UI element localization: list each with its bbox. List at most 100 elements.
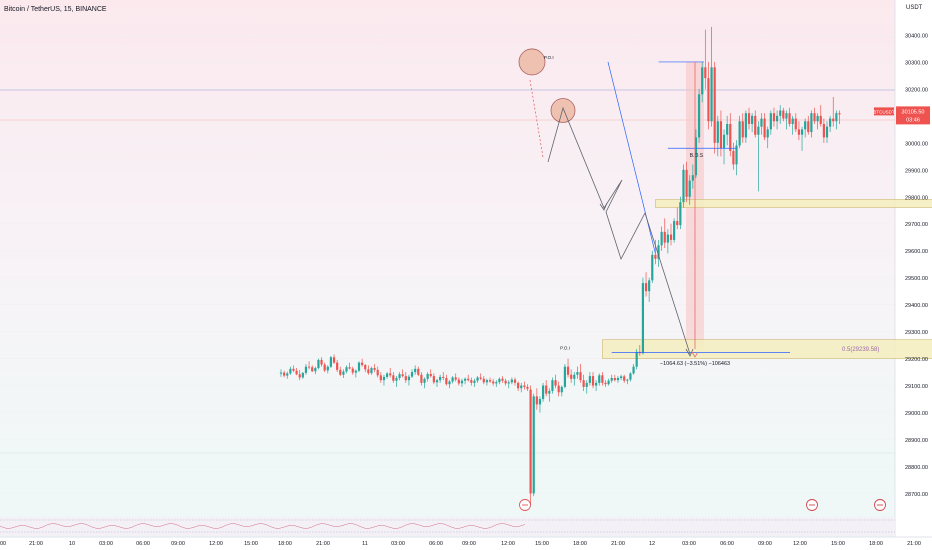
candle-body [585,382,588,387]
candle-body [507,382,510,384]
candle-body [807,121,810,133]
candle-body [707,78,710,122]
candle-body [829,118,832,127]
candle [610,374,613,383]
candle-body [735,145,738,165]
candle-body [392,375,395,381]
candle [364,363,367,373]
candle [523,381,526,390]
candle-body [741,121,744,138]
candle-body [510,379,513,383]
candle [707,61,710,130]
candle-body [295,370,298,375]
candle [832,96,835,127]
candle-body [401,374,404,377]
candle [595,380,598,391]
candle [526,384,529,391]
candle-body [445,378,448,385]
candle-body [532,396,535,494]
symbol-badge [874,107,894,116]
candle [435,378,439,387]
candles [279,26,841,505]
candle-body [651,254,654,281]
time-tick-label: 09:00 [758,541,772,547]
time-tick-label: 06:00 [136,541,150,547]
rsi-indicator [0,517,895,536]
candle [601,372,604,386]
candle-body [351,368,354,373]
arrow-head [685,348,694,357]
candle [283,370,286,378]
candle-body [660,231,663,246]
candle [336,359,339,373]
candle-body [666,234,669,243]
candle [479,373,482,381]
candle-body [376,369,379,376]
candle [348,362,351,370]
candle [660,226,663,251]
candle [385,372,389,379]
candle-body [373,368,376,370]
candle [354,369,357,378]
candle-body [442,376,445,379]
candle-body [298,374,301,378]
time-tick-label: 21:00 [316,541,330,547]
candle-body [317,359,320,369]
candle [816,113,819,130]
price-badge [896,106,930,125]
arrow-head [599,202,608,211]
candle [688,175,691,205]
candle [401,369,404,378]
candle-body [629,373,632,380]
candle [451,376,454,384]
candle-body [554,380,557,386]
candle-body [410,372,414,377]
candle [398,372,401,381]
candle-body [701,67,704,95]
candle [679,196,682,230]
candle [735,140,738,176]
candle-body [648,280,651,292]
candle [697,88,701,143]
candle-body [307,366,311,368]
candle [323,362,326,373]
candle-body [336,362,339,370]
fib-label: 0.5(29239.58) [842,347,879,353]
time-tick-label: 00 [0,541,6,547]
candle-body [697,94,701,138]
candle-body [588,376,591,383]
candle-body [357,362,361,371]
candle-body [810,113,813,133]
candle-body [832,118,835,122]
candle [289,366,292,375]
poi-top-label: P.O.I [544,55,554,60]
price-tick-label: 28800.00 [905,465,928,471]
candle [304,363,308,375]
candle-body [573,374,576,379]
candle-body [835,113,838,122]
candle-body [576,372,579,375]
price-tick-label: 29000.00 [905,411,928,417]
candle [573,372,576,386]
candle [747,107,751,130]
candle [570,369,573,383]
candle-body [354,370,357,373]
candle [351,366,354,375]
candle-body [382,376,386,381]
candle [389,368,392,378]
candle [298,369,301,381]
candle [591,372,595,389]
price-tick-label: 29100.00 [905,384,928,390]
price-tick-label: 29600.00 [905,249,928,255]
candle [691,164,694,189]
candle [729,113,732,157]
candle [548,388,551,402]
candle-body [426,373,429,379]
candle-body [435,380,439,383]
candle [794,113,797,133]
candle [772,107,776,127]
price-tick-label: 28700.00 [905,492,928,498]
candle [520,382,523,393]
